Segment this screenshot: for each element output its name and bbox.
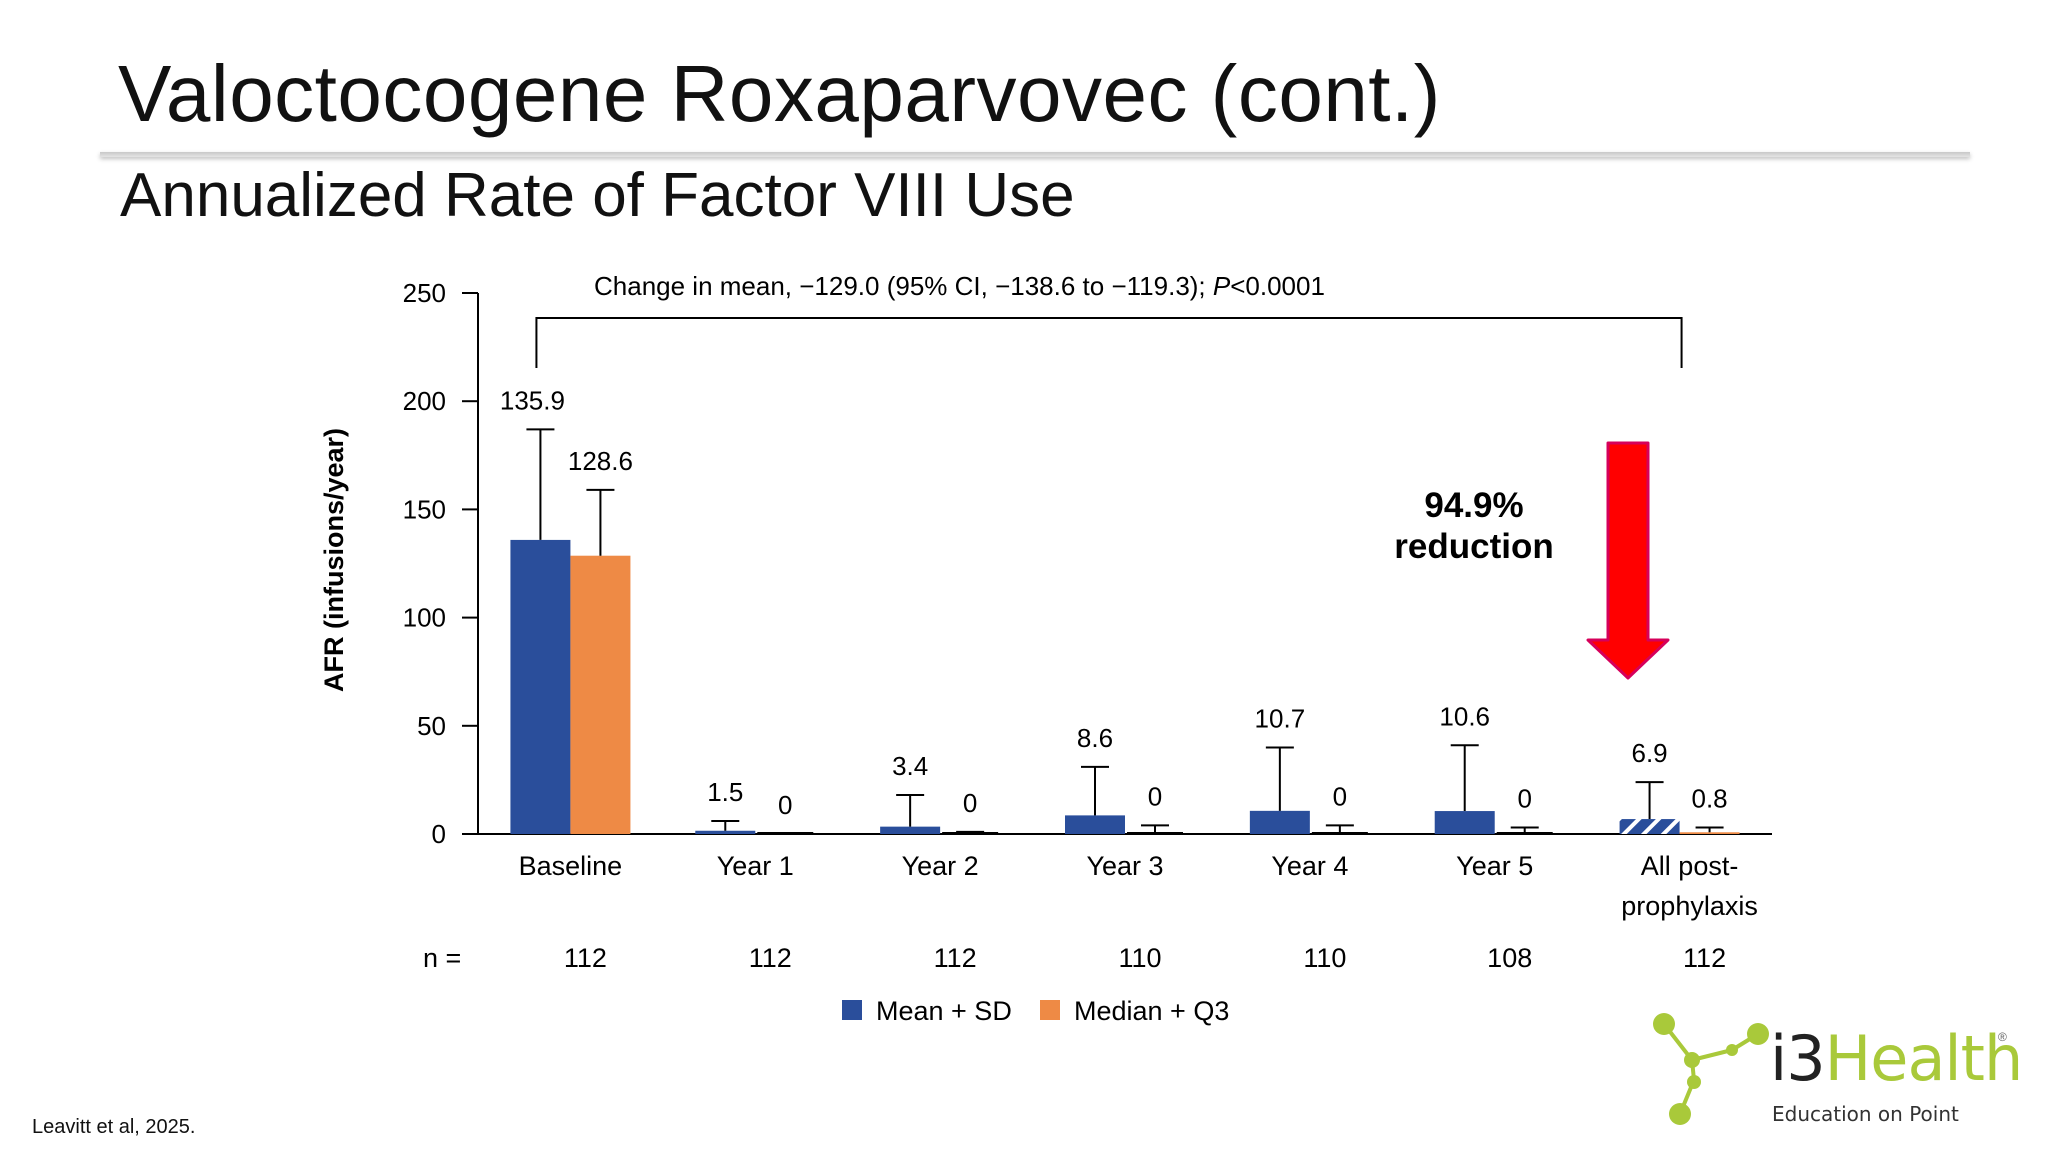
category-label: Year 3 bbox=[1086, 851, 1163, 881]
data-label: 8.6 bbox=[1077, 723, 1113, 753]
data-label: 0 bbox=[778, 790, 792, 820]
callout-label: reduction bbox=[1394, 527, 1553, 566]
comparison-text: Change in mean, −129.0 (95% CI, −138.6 t… bbox=[594, 271, 1325, 301]
y-tick-label: 150 bbox=[403, 494, 446, 524]
mean-bar bbox=[510, 539, 571, 834]
category-label: Baseline bbox=[519, 851, 623, 881]
category-label: prophylaxis bbox=[1621, 891, 1758, 921]
y-axis-title: AFR (infusions/year) bbox=[319, 428, 349, 692]
data-label: 0 bbox=[1333, 781, 1347, 811]
legend-label: Mean + SD bbox=[876, 996, 1012, 1026]
data-label: 0 bbox=[963, 788, 977, 818]
mean-bar bbox=[880, 826, 941, 834]
n-value: 110 bbox=[1303, 943, 1346, 973]
legend-label: Median + Q3 bbox=[1074, 996, 1229, 1026]
n-value: 112 bbox=[1683, 943, 1726, 973]
mean-bar bbox=[1434, 811, 1495, 834]
n-value: 108 bbox=[1487, 943, 1532, 973]
mean-bar bbox=[1619, 819, 1680, 834]
median-bar bbox=[570, 555, 631, 834]
title-divider bbox=[100, 152, 1970, 157]
data-label: 1.5 bbox=[707, 777, 743, 807]
y-tick-label: 100 bbox=[403, 603, 446, 633]
data-label: 3.4 bbox=[892, 751, 928, 781]
data-label: 135.9 bbox=[500, 385, 565, 415]
citation: Leavitt et al, 2025. bbox=[32, 1116, 196, 1138]
y-tick-label: 50 bbox=[417, 711, 446, 741]
median-bar bbox=[757, 832, 814, 834]
logo-registered-mark: ® bbox=[1998, 1030, 2007, 1044]
category-label: Year 2 bbox=[902, 851, 979, 881]
data-label: 128.6 bbox=[568, 446, 633, 476]
y-tick-label: 200 bbox=[403, 386, 446, 416]
data-label: 0 bbox=[1148, 781, 1162, 811]
down-arrow-icon bbox=[1586, 441, 1670, 680]
data-label: 10.7 bbox=[1255, 703, 1306, 733]
legend-swatch-mean bbox=[842, 1000, 862, 1020]
data-label: 6.9 bbox=[1631, 738, 1667, 768]
median-bar bbox=[1679, 832, 1740, 834]
logo-wordmark: i3Health bbox=[1770, 1022, 2023, 1095]
data-label: 0 bbox=[1517, 784, 1531, 814]
category-label: Year 1 bbox=[717, 851, 794, 881]
category-label: All post- bbox=[1641, 851, 1739, 881]
n-value: 110 bbox=[1118, 943, 1161, 973]
n-value: 112 bbox=[934, 943, 977, 973]
i3health-logo: i3Health ® Education on Point bbox=[1640, 1000, 2023, 1140]
callout-percent: 94.9% bbox=[1424, 486, 1523, 525]
slide-subtitle: Annualized Rate of Factor VIII Use bbox=[120, 161, 1075, 230]
category-label: Year 5 bbox=[1456, 851, 1533, 881]
category-label: Year 4 bbox=[1271, 851, 1348, 881]
comparison-bracket bbox=[535, 317, 1683, 368]
mean-bar bbox=[1065, 815, 1125, 834]
legend-swatch-median bbox=[1040, 1000, 1060, 1020]
y-tick-label: 0 bbox=[432, 819, 446, 849]
molecule-icon bbox=[1653, 1013, 1769, 1125]
n-row-label: n = bbox=[423, 943, 461, 973]
slide-title: Valoctocogene Roxaparvovec (cont.) bbox=[118, 49, 1441, 138]
n-value: 112 bbox=[749, 943, 792, 973]
data-label: 0.8 bbox=[1691, 784, 1727, 814]
mean-bar bbox=[1249, 810, 1310, 834]
n-value: 112 bbox=[564, 943, 607, 973]
data-label: 10.6 bbox=[1439, 701, 1490, 731]
y-tick-label: 250 bbox=[403, 278, 446, 308]
logo-tagline: Education on Point bbox=[1772, 1102, 1959, 1126]
mean-bar bbox=[695, 830, 756, 834]
